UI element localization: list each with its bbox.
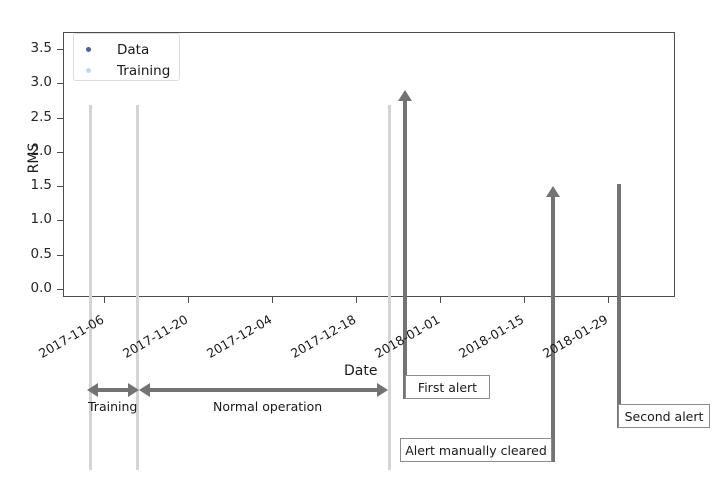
y-tick-label: 3.0 [12,74,52,90]
y-tick-label: 1.5 [12,177,52,193]
y-tick-mark [57,49,63,51]
y-tick-label: 2.0 [12,143,52,159]
y-tick-mark [57,254,63,256]
y-tick-label: 2.5 [12,109,52,125]
y-tick-mark [57,117,63,119]
y-tick-mark [57,151,63,153]
y-tick-label: 0.0 [12,280,52,296]
y-tick-mark [57,186,63,188]
y-tick-mark [57,288,63,290]
y-tick-label: 1.0 [12,211,52,227]
y-tick-label: 3.5 [12,40,52,56]
y-tick-mark [57,220,63,222]
y-tick-mark [57,83,63,85]
y-tick-label: 0.5 [12,246,52,262]
